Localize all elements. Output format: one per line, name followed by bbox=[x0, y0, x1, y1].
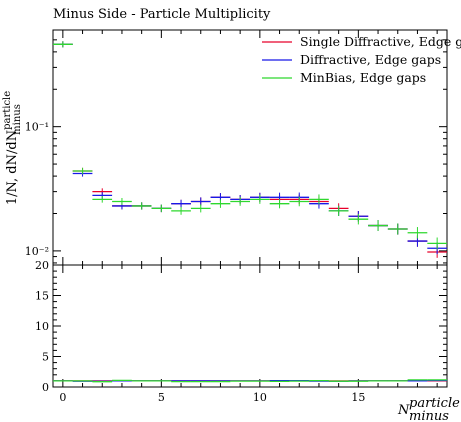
legend-entry: Diffractive, Edge gaps bbox=[300, 52, 441, 67]
legend-entry: MinBias, Edge gaps bbox=[300, 70, 426, 85]
ratio-y-tick-label: 5 bbox=[42, 351, 49, 364]
y-axis-label: 1/N, dN/dNparticleminus bbox=[2, 91, 23, 205]
ratio-plot-frame bbox=[52, 264, 448, 388]
x-tick-label: 15 bbox=[351, 391, 365, 404]
ratio-y-tick-label: 20 bbox=[35, 259, 49, 272]
y-tick-label: 10⁻¹ bbox=[25, 121, 49, 134]
x-tick-label: 5 bbox=[158, 391, 165, 404]
ratio-y-tick-label: 15 bbox=[35, 290, 49, 303]
ratio-y-tick-label: 10 bbox=[35, 320, 49, 333]
ratio-y-tick-label: 0 bbox=[42, 381, 49, 394]
svg-text:particle: particle bbox=[409, 396, 460, 411]
svg-text:minus: minus bbox=[409, 409, 449, 422]
x-tick-label: 0 bbox=[59, 391, 66, 404]
svg-text:1/N, dN/dNparticleminus: 1/N, dN/dNparticleminus bbox=[2, 91, 23, 205]
y-tick-label: 10⁻² bbox=[25, 245, 49, 258]
ratio-plot-panel: 0 5 10 15 20 0 5 10 15 bbox=[35, 259, 448, 404]
x-tick-label: 10 bbox=[253, 391, 267, 404]
chart-title: Minus Side - Particle Multiplicity bbox=[53, 7, 271, 22]
series-2 bbox=[53, 41, 447, 250]
svg-text:N: N bbox=[397, 403, 410, 418]
legend: Single Diffractive, Edge gaps Diffractive… bbox=[262, 34, 461, 85]
main-plot-panel: 10⁻¹ 10⁻² Single Diffractive, Edge gaps Di… bbox=[25, 29, 461, 266]
ratio-series-2 bbox=[53, 379, 447, 383]
legend-entry: Single Diffractive, Edge gaps bbox=[300, 34, 461, 49]
x-axis-label: N particle minus bbox=[397, 396, 460, 422]
